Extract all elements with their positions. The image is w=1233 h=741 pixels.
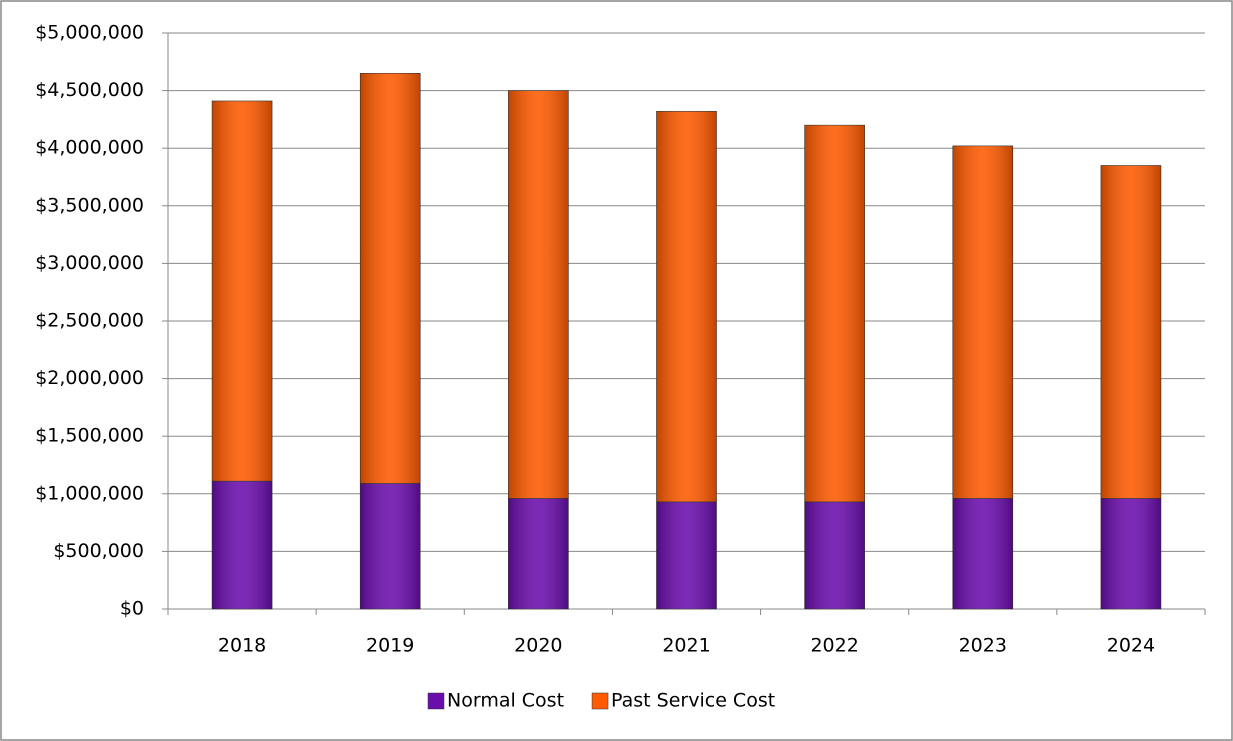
bar-shade [804, 125, 865, 502]
y-tick-label: $2,000,000 [35, 367, 144, 389]
bar-shade [656, 501, 717, 609]
bar-shade [360, 73, 421, 484]
bar-shade [1100, 165, 1161, 499]
x-tick-label: 2021 [662, 635, 710, 657]
bar-shade [212, 481, 273, 609]
y-tick-label: $1,500,000 [35, 425, 144, 447]
x-tick-label: 2023 [959, 635, 1007, 657]
x-tick-label: 2022 [810, 635, 858, 657]
x-tick-label: 2020 [514, 635, 562, 657]
y-tick-label: $0 [120, 598, 144, 620]
legend-swatch [427, 692, 445, 710]
bar-shade [360, 483, 421, 609]
bar-shade [804, 501, 865, 609]
y-tick-label: $3,000,000 [35, 252, 144, 274]
bar-shade [952, 145, 1013, 499]
legend-label: Past Service Cost [611, 690, 775, 712]
bar-shade [1100, 498, 1161, 609]
y-tick-label: $4,000,000 [35, 137, 144, 159]
y-tick-label: $5,000,000 [35, 22, 144, 44]
bar-shade [656, 111, 717, 502]
legend-swatch [591, 692, 609, 710]
x-tick-label: 2024 [1107, 635, 1155, 657]
y-tick-label: $3,500,000 [35, 194, 144, 216]
y-tick-label: $2,500,000 [35, 310, 144, 332]
bar-shade [952, 498, 1013, 609]
bar-shade [508, 90, 569, 499]
legend-label: Normal Cost [447, 690, 564, 712]
y-tick-label: $4,500,000 [35, 79, 144, 101]
y-tick-label: $500,000 [53, 540, 144, 562]
bar-shade [508, 498, 569, 609]
x-tick-label: 2019 [366, 635, 414, 657]
x-tick-label: 2018 [218, 635, 266, 657]
y-tick-label: $1,000,000 [35, 482, 144, 504]
bar-shade [212, 100, 273, 482]
